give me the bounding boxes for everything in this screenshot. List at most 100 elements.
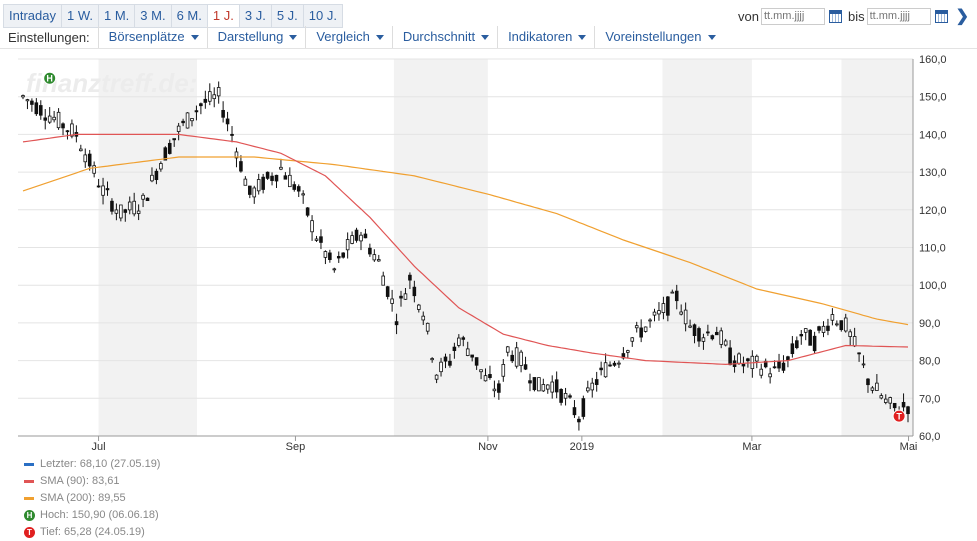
- candle-body-156: [714, 331, 719, 336]
- y-tick-label-2: 80,0: [919, 356, 940, 368]
- calendar-icon[interactable]: [934, 9, 948, 23]
- candle-body-82: [385, 286, 390, 297]
- candle-body-114: [528, 380, 532, 384]
- range-tab-4[interactable]: 6 M.: [172, 5, 208, 27]
- menu-item-4[interactable]: Indikatoren: [497, 26, 594, 48]
- candle-body-133: [612, 362, 617, 366]
- candle-body-119: [550, 381, 555, 393]
- candle-body-48: [234, 151, 239, 159]
- y-tick-label-9: 150,0: [919, 92, 947, 104]
- x-tick-label-3: 2019: [570, 441, 594, 453]
- candle-body-144: [661, 303, 666, 313]
- candle-body-3: [34, 102, 39, 115]
- candle-body-123: [568, 395, 572, 398]
- price-chart: 60,0 70,0 80,0 90,0 100,0 110,0 120,0 130,0 140,…: [18, 54, 947, 453]
- candle-body-26: [136, 210, 141, 214]
- to-date-input[interactable]: [866, 7, 931, 25]
- candle-body-105: [488, 374, 492, 378]
- calendar-icon[interactable]: [828, 9, 842, 23]
- to-label: bis: [847, 8, 865, 24]
- candle-body-2: [30, 100, 34, 105]
- caret-down-icon: [578, 35, 587, 41]
- candle-body-57: [274, 174, 279, 182]
- candle-body-122: [563, 393, 568, 399]
- range-tab-7[interactable]: 5 J.: [272, 5, 304, 27]
- range-tab-1[interactable]: 1 W.: [62, 5, 99, 27]
- candle-body-88: [412, 286, 417, 297]
- candle-body-18: [101, 185, 105, 196]
- candle-body-150: [688, 325, 692, 328]
- candle-body-85: [399, 295, 403, 299]
- candle-body-116: [537, 377, 541, 392]
- low-badge-icon: T: [24, 527, 35, 538]
- range-tab-8[interactable]: 10 J.: [308, 8, 337, 23]
- candle-body-145: [666, 296, 670, 316]
- candle-body-139: [639, 327, 643, 338]
- range-tab-6[interactable]: 3 J.: [240, 5, 272, 27]
- candle-body-40: [199, 103, 203, 107]
- candle-body-102: [474, 357, 479, 366]
- candle-body-14: [83, 154, 88, 163]
- candle-body-87: [408, 274, 412, 281]
- x-tick-label-1: Sep: [286, 441, 306, 453]
- candle-body-21: [114, 209, 119, 214]
- candle-body-195: [888, 397, 892, 404]
- from-date-input[interactable]: [760, 7, 825, 25]
- candle-body-71: [336, 256, 341, 259]
- chevron-right-icon[interactable]: ❯: [955, 8, 969, 25]
- candle-body-17: [96, 185, 101, 188]
- candle-body-196: [892, 402, 897, 409]
- candle-body-41: [203, 98, 208, 103]
- candle-body-189: [861, 363, 866, 366]
- from-label: von: [738, 8, 759, 24]
- candle-body-65: [310, 220, 314, 233]
- candle-body-73: [345, 239, 350, 251]
- candle-body-143: [657, 310, 661, 315]
- caret-down-icon: [289, 35, 298, 41]
- candle-body-190: [866, 378, 870, 386]
- candle-body-90: [421, 315, 426, 321]
- candle-body-187: [852, 336, 857, 347]
- candle-body-76: [359, 234, 363, 242]
- candle-body-181: [826, 325, 830, 331]
- candle-body-79: [372, 254, 377, 261]
- candle-body-138: [634, 325, 639, 329]
- x-tick-label-5: Mai: [900, 441, 918, 453]
- candle-body-60: [288, 174, 292, 188]
- candle-body-4: [39, 105, 43, 116]
- menu-item-5[interactable]: Voreinstellungen: [594, 26, 723, 48]
- candle-body-185: [843, 317, 848, 332]
- high-marker-circle: [43, 71, 57, 85]
- candle-body-63: [301, 193, 305, 196]
- candle-body-22: [119, 204, 123, 219]
- candle-body-109: [505, 346, 510, 353]
- legend-entry-1: SMA (90): 83,61: [24, 473, 160, 490]
- candle-body-155: [710, 335, 715, 340]
- menu-item-3[interactable]: Durchschnitt: [391, 26, 497, 48]
- candle-body-125: [577, 418, 581, 423]
- range-tab-3[interactable]: 3 M.: [135, 5, 172, 27]
- range-tab-5[interactable]: 1 J.: [207, 5, 240, 27]
- candle-body-140: [643, 326, 648, 332]
- range-tab-2[interactable]: 1 M.: [99, 5, 136, 27]
- candle-body-38: [190, 118, 194, 122]
- candle-body-175: [799, 334, 804, 337]
- candle-body-186: [848, 331, 852, 337]
- candle-body-142: [652, 311, 657, 316]
- candle-body-176: [803, 328, 808, 333]
- legend-swatch: [24, 463, 34, 466]
- candle-body-130: [599, 367, 603, 371]
- range-tab-0[interactable]: Intraday: [4, 5, 62, 27]
- menu-item-0[interactable]: Börsenplätze: [97, 26, 207, 48]
- candle-body-171: [781, 362, 786, 371]
- y-tick-label-5: 110,0: [919, 243, 946, 255]
- low-marker-label: T: [896, 412, 902, 422]
- candle-body-61: [292, 184, 297, 190]
- menu-item-1[interactable]: Darstellung: [206, 26, 306, 48]
- legend-text: SMA (90): 83,61: [40, 475, 120, 487]
- candle-body-126: [581, 398, 586, 417]
- menu-item-2[interactable]: Vergleich: [305, 26, 391, 48]
- legend-text: Letzter: 68,10 (27.05.19): [40, 458, 161, 470]
- candle-body-53: [256, 179, 261, 192]
- candle-body-191: [870, 387, 875, 391]
